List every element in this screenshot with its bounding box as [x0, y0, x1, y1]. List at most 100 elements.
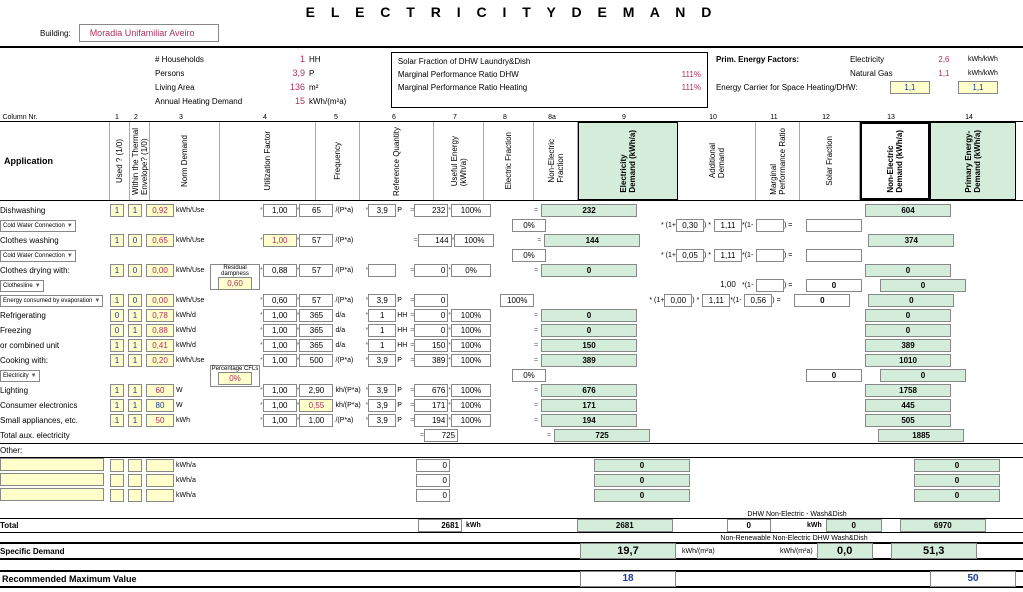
- other-n[interactable]: [146, 489, 174, 502]
- ue-cell: 676: [414, 384, 448, 397]
- freq-unit: /(P*a): [333, 297, 365, 304]
- pef-y2[interactable]: 1,1: [958, 81, 998, 94]
- env-cell[interactable]: 1: [128, 324, 142, 337]
- norm-cell[interactable]: 0,20: [146, 354, 174, 367]
- other-e[interactable]: [128, 489, 142, 502]
- norm-cell[interactable]: 0,00: [146, 294, 174, 307]
- norm-cell[interactable]: 0,65: [146, 234, 174, 247]
- pef-title: Prim. Energy Factors:: [716, 55, 846, 64]
- other-name-input[interactable]: [0, 473, 104, 486]
- rq-cell: 1: [368, 339, 396, 352]
- ue-cell: 725: [424, 429, 458, 442]
- env-cell[interactable]: 1: [128, 399, 142, 412]
- ue-cell: 194: [414, 414, 448, 427]
- used-cell[interactable]: 1: [110, 399, 124, 412]
- env-cell[interactable]: 1: [128, 204, 142, 217]
- other-u[interactable]: [110, 474, 124, 487]
- other-name-input[interactable]: [0, 488, 104, 501]
- norm-cell[interactable]: 50: [146, 414, 174, 427]
- dropdown[interactable]: Electricity: [0, 370, 40, 382]
- performance-block: Solar Fraction of DHW Laundry&Dish Margi…: [391, 52, 708, 108]
- norm-cell[interactable]: 0,00: [146, 264, 174, 277]
- freq-cell: 365: [299, 309, 333, 322]
- app-name: Total aux. electricity: [0, 431, 110, 440]
- other-e[interactable]: [128, 459, 142, 472]
- ed-cell: 232: [541, 204, 637, 217]
- mid-r3-val: 111%: [682, 83, 701, 92]
- used-cell[interactable]: 0: [110, 324, 124, 337]
- nef-cell: 0%: [512, 219, 546, 232]
- ped-cell: 505: [865, 414, 951, 427]
- norm-cell[interactable]: 80: [146, 399, 174, 412]
- ped-cell: 1885: [878, 429, 964, 442]
- used-cell[interactable]: 0: [110, 309, 124, 322]
- h-used: Used ? (1/0): [115, 139, 124, 183]
- ue-cell: 0: [414, 324, 448, 337]
- app-name: Lighting: [0, 386, 110, 395]
- h-ed: Electricity Demand (kWh/a): [619, 130, 637, 193]
- freq-cell: 365: [299, 324, 333, 337]
- total-ed: 2681: [577, 519, 673, 532]
- used-cell[interactable]: 1: [110, 294, 124, 307]
- used-cell[interactable]: 1: [110, 354, 124, 367]
- other-name-input[interactable]: [0, 458, 104, 471]
- ped-cell: 389: [865, 339, 951, 352]
- freq-cell: 500: [299, 354, 333, 367]
- freq-cell[interactable]: 0,55: [299, 399, 333, 412]
- used-cell[interactable]: 1: [110, 264, 124, 277]
- residual-val[interactable]: 0,60: [218, 277, 252, 290]
- env-cell[interactable]: 0: [128, 234, 142, 247]
- other-n[interactable]: [146, 474, 174, 487]
- cfl-val[interactable]: 0%: [218, 372, 252, 385]
- freq-unit: /(P*a): [333, 237, 365, 244]
- ped-cell: 445: [865, 399, 951, 412]
- pef-y1[interactable]: 1,1: [890, 81, 930, 94]
- norm-cell[interactable]: 0,92: [146, 204, 174, 217]
- env-cell[interactable]: 1: [128, 339, 142, 352]
- norm-cell[interactable]: 60: [146, 384, 174, 397]
- ped-cell: 0: [880, 369, 966, 382]
- other-u[interactable]: [110, 489, 124, 502]
- used-cell[interactable]: 1: [110, 339, 124, 352]
- ed-cell: 150: [541, 339, 637, 352]
- uf-cell[interactable]: 1,00: [263, 234, 297, 247]
- norm-cell[interactable]: 0,78: [146, 309, 174, 322]
- env-cell[interactable]: 0: [128, 264, 142, 277]
- other-n[interactable]: [146, 459, 174, 472]
- used-cell[interactable]: 1: [110, 384, 124, 397]
- used-cell[interactable]: 1: [110, 234, 124, 247]
- rq-unit: P: [396, 297, 410, 304]
- other-e[interactable]: [128, 474, 142, 487]
- hh-households-val: 1: [275, 54, 309, 64]
- app-sub: Cold Water Connection: [0, 250, 110, 262]
- ue-cell: 0: [414, 309, 448, 322]
- env-cell[interactable]: 1: [128, 309, 142, 322]
- page-title: E L E C T R I C I T Y D E M A N D: [0, 0, 1023, 24]
- rq-unit: HH: [396, 327, 410, 334]
- other-ue: 0: [416, 489, 450, 502]
- h-norm: Norm Demand: [180, 135, 189, 187]
- ed-cell: 0: [541, 324, 637, 337]
- ue-cell: 0: [414, 294, 448, 307]
- used-cell[interactable]: 1: [110, 414, 124, 427]
- env-cell[interactable]: 1: [128, 384, 142, 397]
- total-ped: 6970: [900, 519, 986, 532]
- env-cell[interactable]: 1: [128, 414, 142, 427]
- dropdown[interactable]: Cold Water Connection: [0, 250, 76, 262]
- norm-cell[interactable]: 0,41: [146, 339, 174, 352]
- other-u[interactable]: [110, 459, 124, 472]
- ned-cell: 0: [806, 369, 862, 382]
- freq-unit: kh/(P*a): [333, 387, 365, 394]
- freq-cell: 1,00: [299, 414, 333, 427]
- hh-unit: HH: [309, 55, 321, 64]
- env-cell[interactable]: 1: [128, 354, 142, 367]
- norm-cell[interactable]: 0,88: [146, 324, 174, 337]
- rmv-ped: 50: [930, 571, 1016, 587]
- dropdown[interactable]: Cold Water Connection: [0, 220, 76, 232]
- h-ped: Primary Energy- Demand (kWh/a): [964, 130, 982, 193]
- dropdown[interactable]: Energy consumed by evaporation: [0, 295, 103, 307]
- dropdown[interactable]: Clothesline: [0, 280, 44, 292]
- building-name: Moradia Unifamiliar Aveiro: [79, 24, 219, 42]
- env-cell[interactable]: 0: [128, 294, 142, 307]
- used-cell[interactable]: 1: [110, 204, 124, 217]
